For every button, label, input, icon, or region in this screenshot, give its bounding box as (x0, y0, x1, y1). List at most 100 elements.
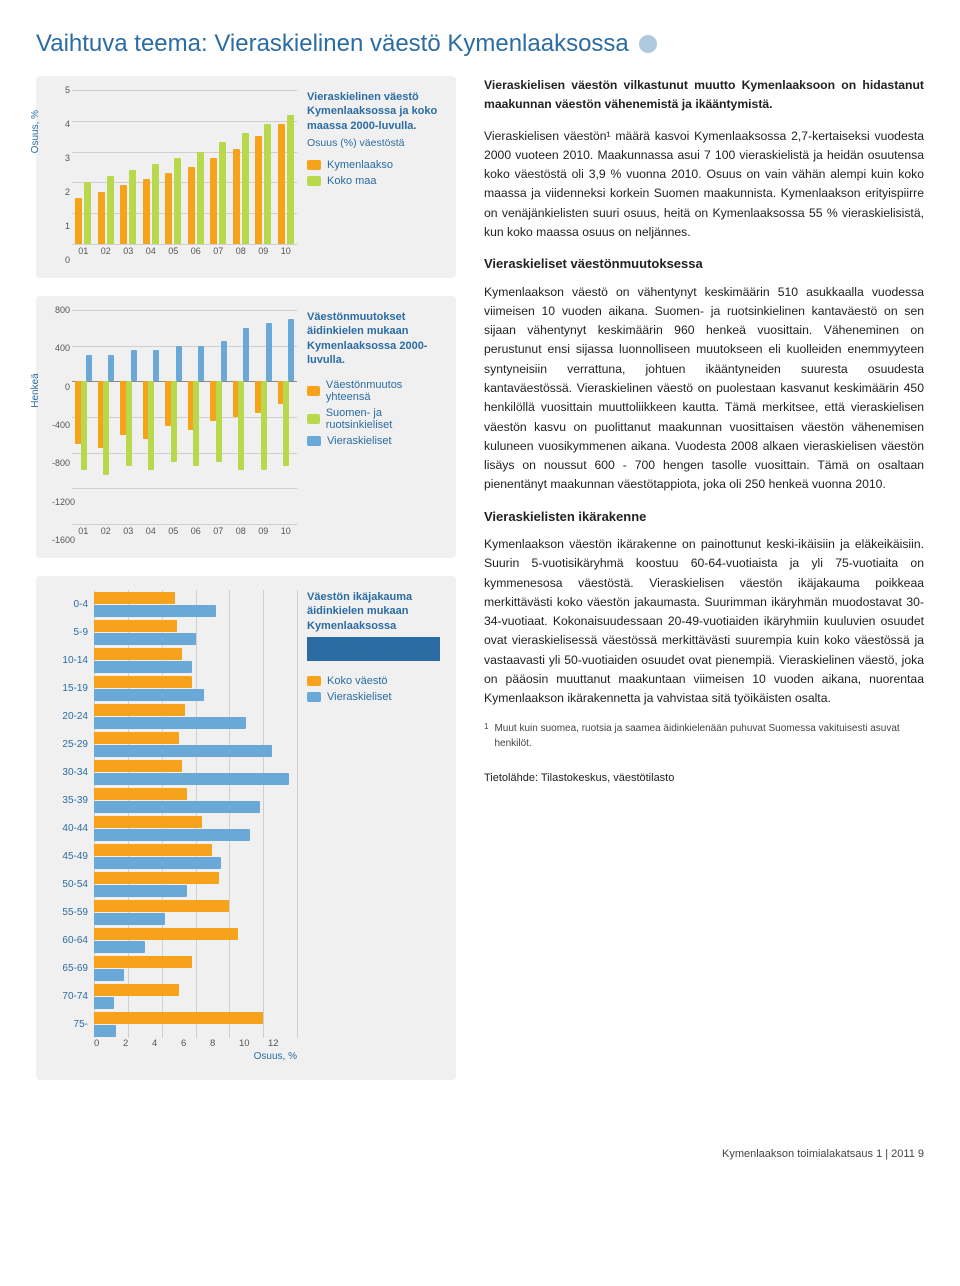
chart2-ylabel: Henkeä (30, 373, 41, 407)
legend-label: Suomen- ja ruotsinkieliset (326, 407, 440, 431)
bar-koko (94, 732, 179, 744)
bar (238, 381, 244, 470)
legend-item: Suomen- ja ruotsinkieliset (307, 407, 440, 431)
xtick-label: 07 (207, 246, 230, 260)
age-label: 10-14 (52, 655, 88, 666)
xtick-label: 05 (162, 526, 185, 540)
bar-vier (94, 885, 187, 897)
xtick-label: 10 (239, 1038, 268, 1049)
body-paragraph-1: Vieraskielisen väestön¹ määrä kasvoi Kym… (484, 127, 924, 243)
xtick-label: 2 (123, 1038, 152, 1049)
age-label: 25-29 (52, 739, 88, 750)
bar-koko (94, 816, 202, 828)
age-label: 30-34 (52, 767, 88, 778)
bar (255, 136, 262, 244)
age-row: 30-34 (52, 758, 297, 786)
bar (103, 381, 109, 475)
bar (210, 158, 217, 244)
bar (261, 381, 267, 470)
age-row: 15-19 (52, 674, 297, 702)
ytick-label: -400 (52, 420, 70, 430)
chart2-plot: Henkeä 01020304050607080910 -1600-1200-8… (52, 310, 297, 540)
bar-vier (94, 773, 289, 785)
bar-koko (94, 620, 177, 632)
bar-group (162, 90, 185, 244)
bar (176, 346, 182, 382)
bar (219, 142, 226, 244)
bar-group (95, 90, 118, 244)
chart2-card: Henkeä 01020304050607080910 -1600-1200-8… (36, 296, 456, 558)
chart1-subtitle: Osuus (%) väestöstä (307, 137, 440, 149)
age-label: 0-4 (52, 599, 88, 610)
chart1-card: Osuus, % 01020304050607080910 012345 Vie… (36, 76, 456, 278)
bar (266, 323, 272, 381)
bar (152, 164, 159, 244)
age-row: 5-9 (52, 618, 297, 646)
age-label: 75- (52, 1019, 88, 1030)
chart2-title: Väestönmuutokset äidinkielen mukaan Kyme… (307, 310, 440, 367)
age-label: 50-54 (52, 879, 88, 890)
age-label: 20-24 (52, 711, 88, 722)
age-row: 45-49 (52, 842, 297, 870)
ytick-label: -1600 (52, 535, 70, 545)
page-title: Vaihtuva teema: Vieraskielinen väestö Ky… (36, 30, 629, 58)
bar-vier (94, 913, 165, 925)
age-label: 35-39 (52, 795, 88, 806)
age-label: 45-49 (52, 851, 88, 862)
bar (75, 198, 82, 244)
bar-koko (94, 872, 219, 884)
legend-label: Kymenlaakso (327, 159, 393, 171)
age-row: 0-4 (52, 590, 297, 618)
legend-item: Koko väestö (307, 675, 440, 687)
bar-koko (94, 704, 185, 716)
age-label: 15-19 (52, 683, 88, 694)
legend-swatch (307, 386, 320, 396)
bar-vier (94, 717, 246, 729)
age-label: 65-69 (52, 963, 88, 974)
footnote: 1Muut kuin suomea, ruotsia ja saamea äid… (484, 721, 924, 753)
age-row: 65-69 (52, 954, 297, 982)
xtick-label: 6 (181, 1038, 210, 1049)
xtick-label: 4 (152, 1038, 181, 1049)
bar (188, 167, 195, 244)
bar-koko (94, 844, 212, 856)
bar (197, 152, 204, 244)
bar-vier (94, 661, 192, 673)
bar-vier (94, 829, 250, 841)
age-label: 60-64 (52, 935, 88, 946)
age-row: 70-74 (52, 982, 297, 1010)
xtick-label: 08 (230, 526, 253, 540)
xtick-label: 10 (275, 526, 298, 540)
bar-vier (94, 801, 260, 813)
bar (221, 341, 227, 381)
bar (108, 355, 114, 382)
bar-vier (94, 689, 204, 701)
age-row: 35-39 (52, 786, 297, 814)
bar-koko (94, 676, 192, 688)
bar (278, 124, 285, 244)
section-heading-1: Vieraskieliset väestönmuutoksessa (484, 254, 924, 275)
text-column: Vieraskielisen väestön vilkastunut muutt… (484, 76, 924, 1098)
legend-swatch (307, 160, 321, 170)
bar-vier (94, 633, 196, 645)
bar-koko (94, 928, 238, 940)
bar-koko (94, 1012, 263, 1024)
bar-vier (94, 857, 221, 869)
bar-group (140, 90, 163, 244)
bar-vier (94, 1025, 116, 1037)
age-row: 60-64 (52, 926, 297, 954)
xtick-label: 02 (95, 526, 118, 540)
ytick-label: -800 (52, 458, 70, 468)
chart3-title: Väestön ikäjakauma äidinkielen mukaan Ky… (307, 590, 440, 633)
bar-koko (94, 760, 182, 772)
bar-koko (94, 788, 187, 800)
bar-group (207, 90, 230, 244)
legend-label: Vieraskieliset (327, 435, 392, 447)
legend-label: Väestönmuutos yhteensä (326, 379, 440, 403)
xtick-label: 05 (162, 246, 185, 260)
chart3-card: 0-45-910-1415-1920-2425-2930-3435-3940-4… (36, 576, 456, 1080)
bar-vier (94, 605, 216, 617)
bar-group (117, 90, 140, 244)
xtick-label: 06 (185, 526, 208, 540)
ytick-label: -1200 (52, 497, 70, 507)
